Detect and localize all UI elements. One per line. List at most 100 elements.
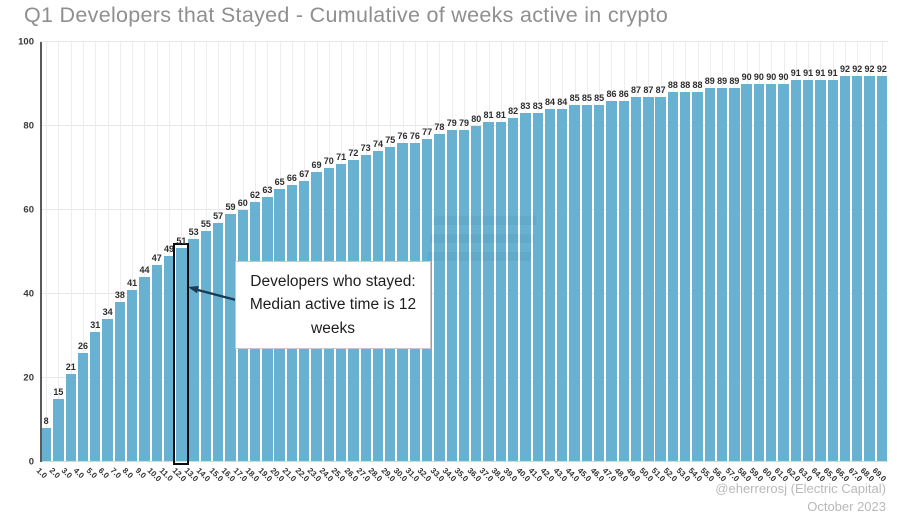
bar-value-label: 38	[114, 290, 125, 301]
bar-slot: 70 24.0	[318, 42, 335, 483]
bar-slot: 91 62.0	[785, 42, 802, 483]
bar-slot: 83 40.0	[514, 42, 532, 483]
bar-value-label: 88	[692, 80, 703, 91]
bar-value-label: 79	[446, 118, 457, 129]
bar-value-label: 71	[336, 151, 347, 162]
bar-slot: 91 64.0	[809, 42, 827, 483]
vertical-gridline	[46, 42, 48, 462]
vertical-gridline	[169, 42, 171, 462]
bar-value-label: 88	[680, 80, 691, 91]
bar	[852, 75, 863, 462]
bar-value-label: 89	[704, 76, 715, 87]
bar	[213, 222, 224, 462]
bar-value-label: 69	[311, 160, 322, 171]
bar-value-label: 84	[545, 97, 556, 108]
bar-value-label: 91	[815, 67, 826, 78]
y-axis: 0 20 40 60 80 100	[0, 37, 37, 468]
bar	[864, 75, 875, 462]
bar-slot: 53 13.0	[183, 42, 200, 483]
bar	[680, 92, 691, 462]
x-tick-label: 5.0	[84, 466, 99, 481]
bar-slot: 41 8.0	[121, 42, 138, 480]
bar-slot: 88 54.0	[686, 42, 704, 483]
bar	[77, 352, 89, 462]
bar	[753, 84, 765, 462]
bar	[114, 302, 126, 462]
bar	[618, 100, 629, 462]
bar	[643, 96, 654, 462]
vertical-gridline	[144, 42, 146, 462]
y-tick-label: 0	[28, 456, 34, 468]
bar	[766, 84, 777, 462]
bar	[790, 79, 801, 462]
bar-value-label: 88	[667, 80, 678, 91]
bar-value-label: 78	[434, 122, 445, 133]
bar	[40, 428, 52, 462]
bar	[520, 113, 531, 462]
bar	[532, 113, 543, 462]
bar-value-label: 77	[422, 126, 433, 137]
bar-slot: 85 45.0	[576, 42, 593, 483]
bar-value-label: 84	[557, 97, 568, 108]
bar	[876, 75, 888, 462]
bar-slot: 87 50.0	[637, 42, 655, 483]
bar-slot: 47 10.0	[146, 42, 163, 483]
bar	[815, 79, 826, 462]
bar-slot: 89 56.0	[711, 42, 728, 483]
y-tick-label: 60	[23, 204, 34, 216]
vertical-gridline	[58, 42, 60, 462]
x-tick-label: 4.0	[71, 466, 87, 481]
bar-value-label: 87	[655, 84, 666, 95]
bar	[594, 105, 605, 462]
bar-value-label: 89	[729, 76, 740, 87]
annotation-callout: Developers who stayed: Median active tim…	[235, 261, 431, 349]
bar-slot: 38 7.0	[109, 42, 126, 480]
bar	[667, 92, 679, 462]
bar	[495, 121, 507, 462]
bar-slot: 75 29.0	[379, 42, 397, 483]
bar-value-label: 8	[43, 416, 49, 427]
bar-slot: 83 41.0	[527, 42, 544, 483]
bar-slot: 92 66.0	[834, 42, 851, 483]
bar	[827, 79, 838, 462]
bar-slot: 91 63.0	[797, 42, 814, 483]
bar-value-label: 81	[483, 109, 494, 120]
bar-value-label: 92	[852, 63, 863, 74]
bar-slot: 26 4.0	[72, 42, 89, 480]
bar-value-label: 60	[237, 198, 248, 208]
credit-date: October 2023	[807, 498, 886, 514]
bar-value-label: 44	[139, 265, 150, 276]
bar	[655, 96, 666, 462]
bar	[483, 121, 494, 462]
bar-slot: 67 22.0	[293, 42, 311, 483]
bar-value-label: 79	[458, 118, 469, 129]
x-axis-line	[40, 461, 888, 462]
bar	[778, 84, 789, 462]
bar-value-label: 92	[876, 63, 887, 74]
bar-slot: 15 2.0	[47, 42, 64, 480]
bar-slot: 44 9.0	[133, 42, 150, 480]
bar	[581, 105, 593, 462]
bar-value-label: 55	[200, 219, 211, 229]
bar-value-label: 91	[790, 67, 801, 78]
bar-slot: 63 19.0	[256, 42, 274, 483]
vertical-gridline	[70, 42, 72, 462]
bar	[802, 79, 814, 462]
bar-value-label: 15	[53, 387, 64, 397]
bar-value-label: 72	[348, 147, 359, 158]
bar	[102, 319, 113, 462]
horizontal-gridline	[40, 41, 888, 42]
bar-value-label: 53	[188, 227, 199, 238]
bar-value-label: 85	[594, 93, 605, 103]
bar	[557, 109, 568, 462]
bar-slot: 90 61.0	[772, 42, 790, 483]
bar-value-label: 26	[77, 340, 89, 351]
bar	[188, 239, 199, 462]
bar-slot: 49 11.0	[158, 42, 175, 483]
bar	[446, 130, 457, 462]
bar-value-label: 70	[323, 156, 334, 166]
bar-slot: 80 36.0	[465, 42, 483, 483]
bar-value-label: 75	[385, 135, 396, 145]
bar-value-label: 81	[495, 109, 506, 120]
bar-slot: 92 67.0	[846, 42, 864, 483]
